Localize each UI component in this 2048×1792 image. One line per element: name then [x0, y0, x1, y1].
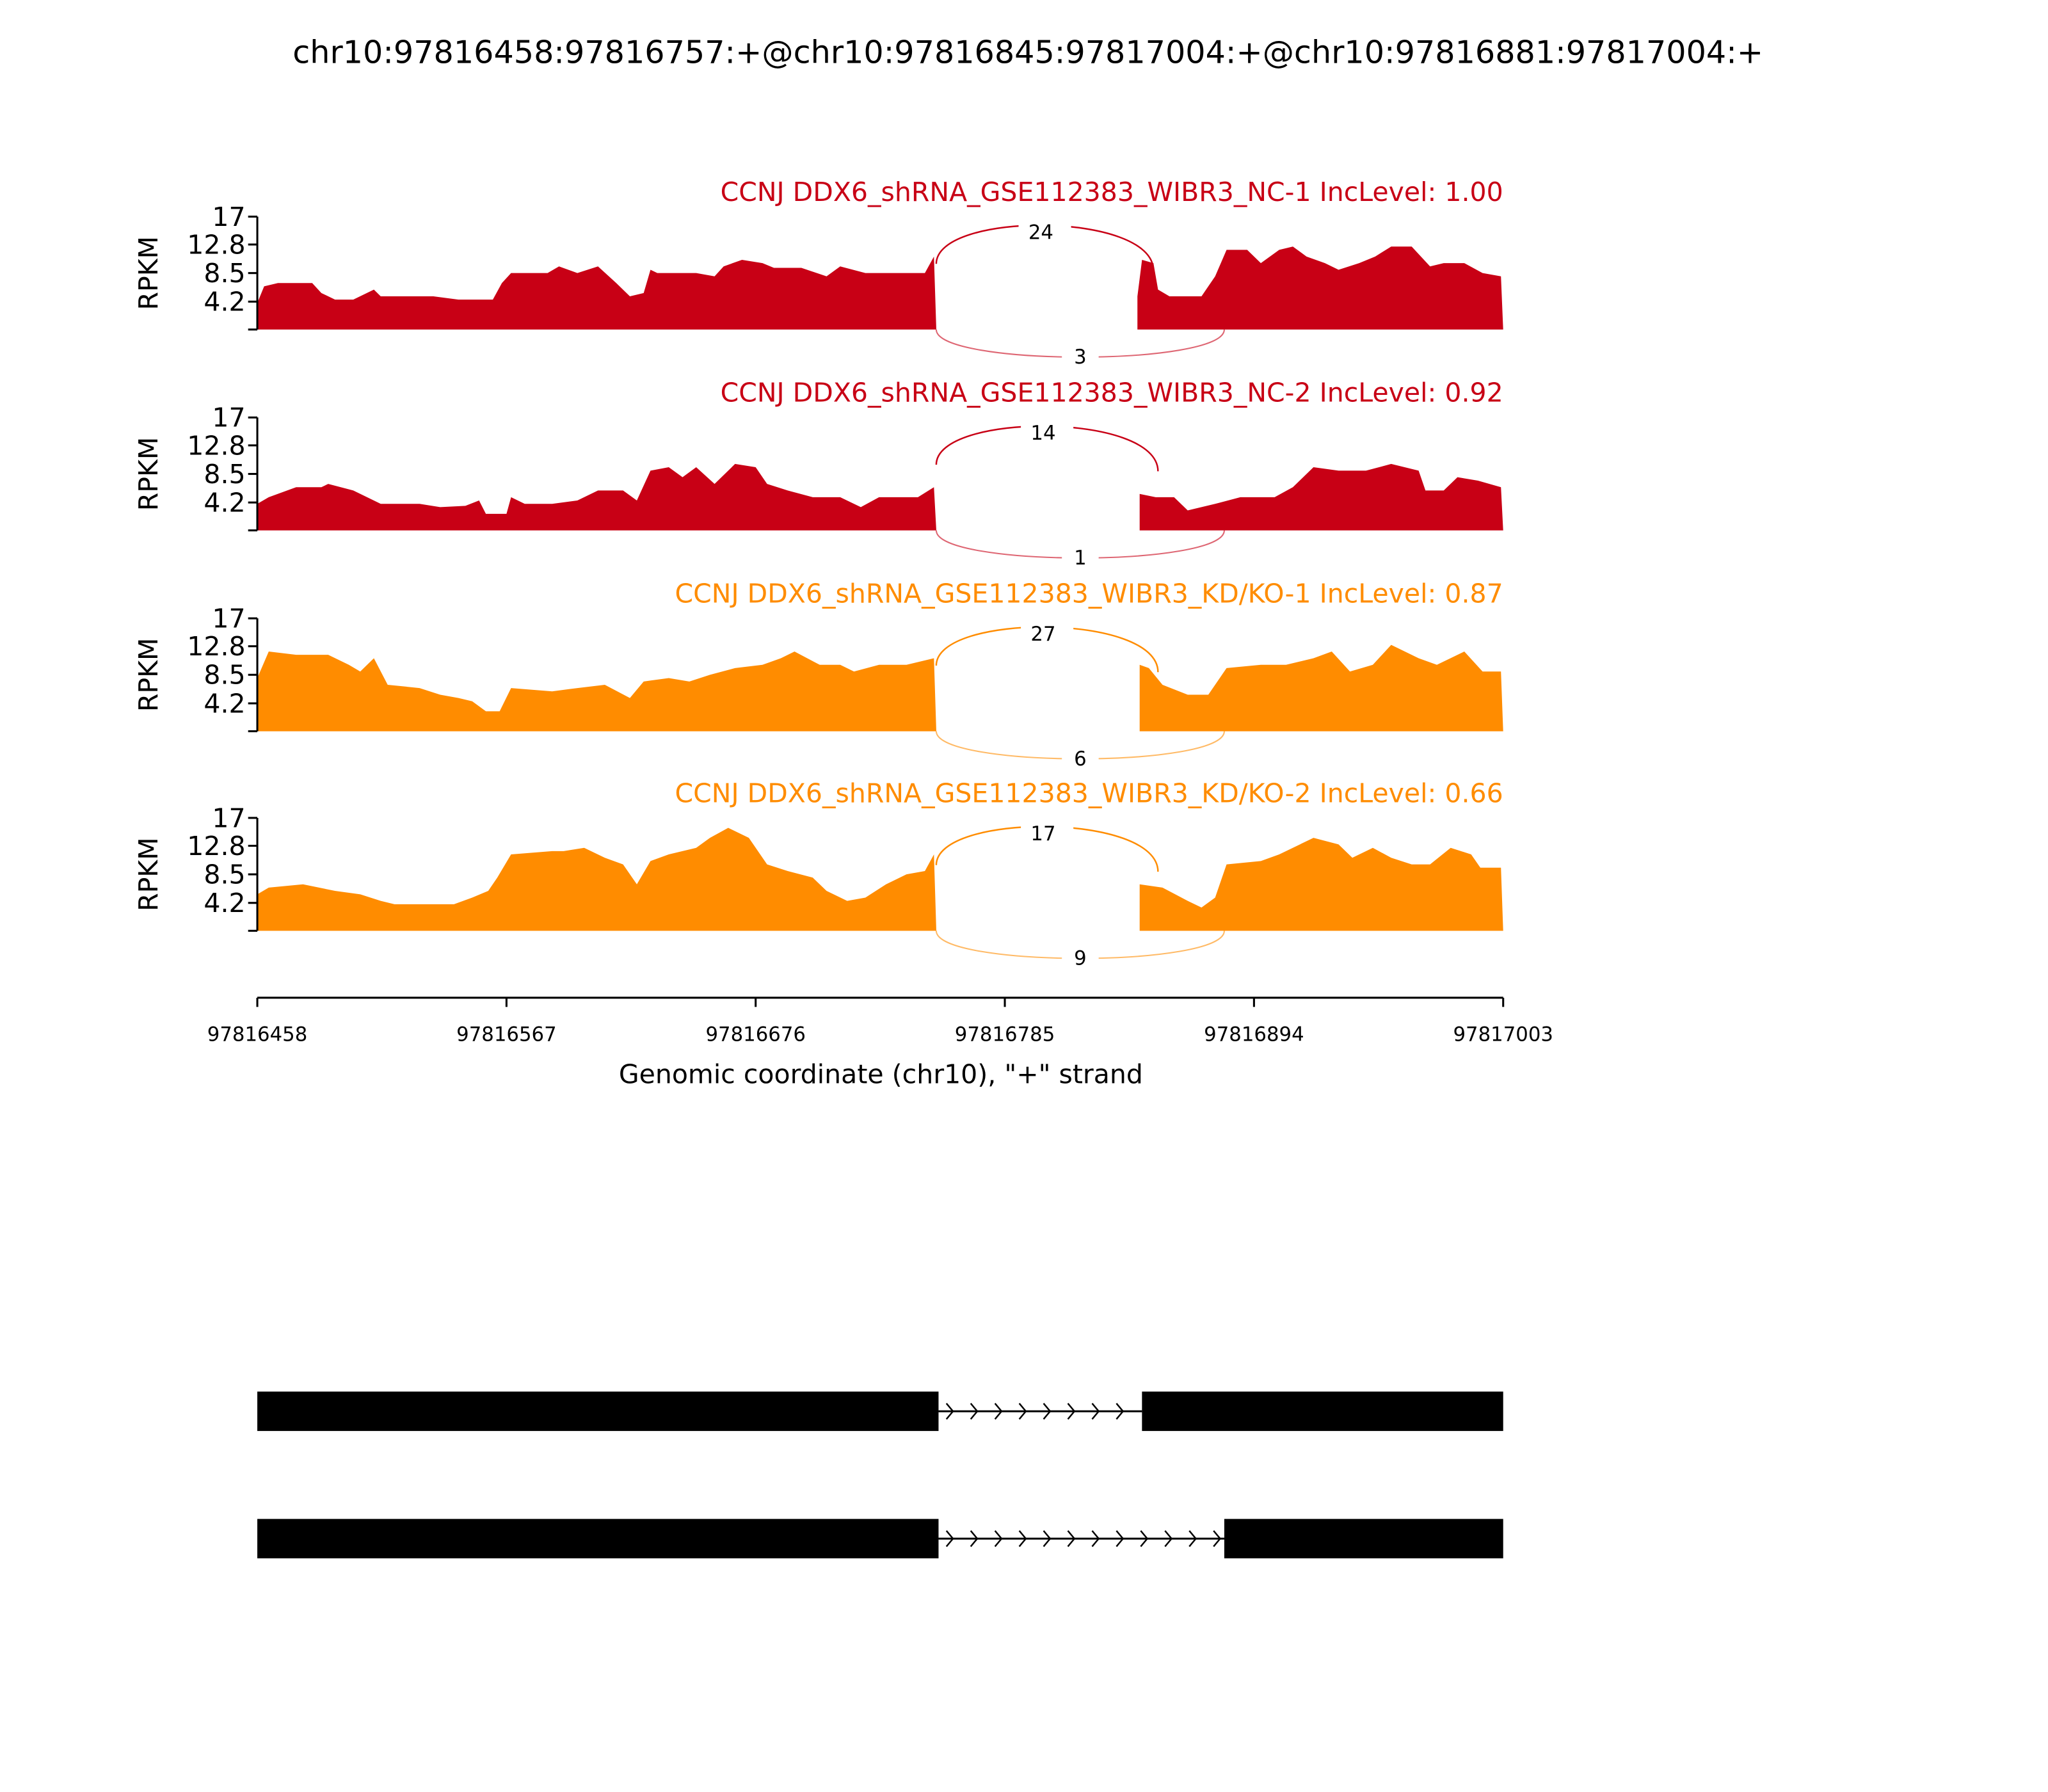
strand-arrow-icon	[1043, 1530, 1052, 1548]
junction-count-upper: 24	[1028, 221, 1053, 244]
strand-arrow-icon	[1116, 1530, 1124, 1548]
strand-arrow-icon	[1116, 1403, 1124, 1420]
y-axis-label: RPKM	[133, 638, 164, 712]
y-tick-label: 4.2	[204, 688, 245, 719]
x-axis: 97816458 97816567 97816676 97816785 97816894…	[207, 996, 1553, 1046]
strand-arrow-icon	[1091, 1403, 1100, 1420]
junction-label-bg	[1021, 820, 1074, 842]
coverage-area	[257, 644, 1503, 732]
track-label: CCNJ DDX6_shRNA_GSE112383_WIBR3_NC-2 Inc…	[721, 378, 1503, 408]
strand-arrow-icon	[994, 1403, 1003, 1420]
exon-block	[1142, 1391, 1503, 1431]
strand-arrow-icon	[1018, 1403, 1027, 1420]
y-tick-label: 8.5	[204, 660, 245, 691]
y-axis-label: RPKM	[133, 437, 164, 511]
gene-model	[257, 1391, 1503, 1431]
strand-arrow-icon	[1091, 1530, 1100, 1548]
junction-label-bg	[1062, 945, 1099, 966]
y-tick-label: 17	[212, 403, 245, 433]
exon-block	[257, 1519, 939, 1558]
strand-arrow-icon	[945, 1530, 954, 1548]
chart-title: chr10:97816458:97816757:+@chr10:97816845…	[292, 33, 1763, 70]
track-label: CCNJ DDX6_shRNA_GSE112383_WIBR3_KD/KO-1 …	[675, 579, 1503, 609]
junction-count-upper: 14	[1030, 422, 1055, 445]
x-tick-label: 97816894	[1204, 1023, 1304, 1046]
strand-arrow-icon	[1188, 1530, 1197, 1548]
junction-count-upper: 17	[1030, 822, 1055, 845]
strand-arrow-icon	[1067, 1530, 1076, 1548]
coverage-area	[257, 463, 1503, 531]
junction-label-bg	[1062, 344, 1099, 365]
strand-arrow-icon	[1213, 1530, 1222, 1548]
x-tick-label: 97816676	[705, 1023, 806, 1046]
x-tick-label: 97816458	[207, 1023, 308, 1046]
y-tick-label: 8.5	[204, 860, 245, 890]
junction-label-bg	[1018, 219, 1071, 241]
junction-count-lower: 1	[1074, 547, 1087, 570]
coverage-area	[257, 828, 1503, 931]
strand-arrow-icon	[1043, 1403, 1052, 1420]
junction-count-lower: 3	[1074, 346, 1087, 369]
junction-label-bg	[1062, 746, 1099, 767]
y-axis-label: RPKM	[133, 837, 164, 911]
strand-arrow-icon	[970, 1530, 979, 1548]
x-tick-label: 97816785	[955, 1023, 1055, 1046]
y-tick-label: 12.8	[187, 631, 245, 662]
junction-count-lower: 6	[1074, 748, 1087, 771]
junction-count-upper: 27	[1030, 623, 1055, 646]
x-tick-label: 97816567	[456, 1023, 557, 1046]
junction-count-lower: 9	[1074, 947, 1087, 970]
y-tick-label: 17	[212, 803, 245, 833]
exon-block	[257, 1391, 939, 1431]
y-tick-label: 4.2	[204, 287, 245, 317]
y-tick-label: 17	[212, 202, 245, 232]
strand-arrow-icon	[1067, 1403, 1076, 1420]
strand-arrow-icon	[970, 1403, 979, 1420]
strand-arrow-icon	[994, 1530, 1003, 1548]
gene-model	[257, 1519, 1503, 1558]
y-tick-label: 4.2	[204, 888, 245, 918]
track-label: CCNJ DDX6_shRNA_GSE112383_WIBR3_NC-1 Inc…	[721, 177, 1503, 207]
x-axis-label: Genomic coordinate (chr10), "+" strand	[619, 1059, 1143, 1089]
junction-label-bg	[1021, 420, 1074, 442]
junction-label-bg	[1021, 621, 1074, 643]
y-tick-label: 17	[212, 604, 245, 634]
exon-block	[1224, 1519, 1503, 1558]
strand-arrow-icon	[1164, 1530, 1173, 1548]
y-tick-label: 4.2	[204, 487, 245, 518]
y-tick-label: 12.8	[187, 430, 245, 461]
y-axis-label: RPKM	[133, 236, 164, 310]
y-tick-label: 12.8	[187, 831, 245, 861]
junction-label-bg	[1062, 545, 1099, 566]
y-tick-label: 8.5	[204, 459, 245, 490]
track-label: CCNJ DDX6_shRNA_GSE112383_WIBR3_KD/KO-2 …	[675, 778, 1503, 808]
strand-arrow-icon	[945, 1403, 954, 1420]
y-tick-label: 12.8	[187, 229, 245, 260]
y-tick-label: 8.5	[204, 258, 245, 289]
strand-arrow-icon	[1018, 1530, 1027, 1548]
coverage-area	[257, 246, 1503, 330]
x-tick-label: 97817003	[1453, 1023, 1553, 1046]
strand-arrow-icon	[1140, 1530, 1149, 1548]
